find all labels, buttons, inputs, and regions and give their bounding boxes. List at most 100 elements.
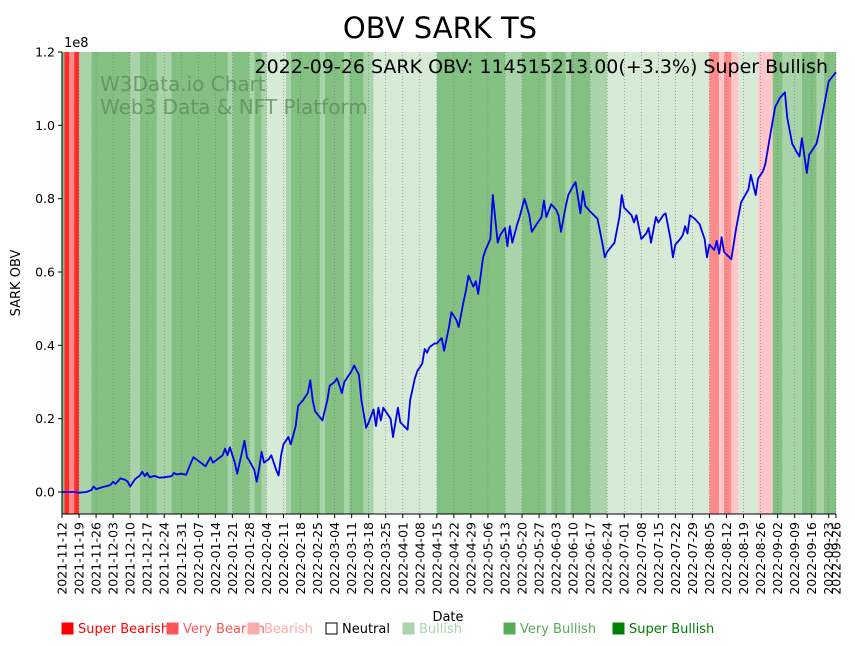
x-tick-label: 2022-04-08 bbox=[412, 522, 427, 595]
x-tick-labels: 2021-11-12 2021-11-19 2021-11-26 2021-12-03… bbox=[55, 514, 844, 595]
y-tick-label: 1.2 bbox=[35, 45, 55, 60]
band-bullish bbox=[816, 52, 824, 514]
band-bullish bbox=[320, 52, 325, 514]
band-very_bearish bbox=[709, 52, 720, 514]
band-very_bullish bbox=[570, 52, 591, 514]
band-very_bullish bbox=[62, 52, 65, 514]
band-very_bullish bbox=[290, 52, 320, 514]
band-bearish bbox=[731, 52, 739, 514]
x-tick-label: 2021-11-12 bbox=[55, 522, 70, 595]
legend-label: Super Bearish bbox=[78, 622, 169, 637]
band-super_bearish bbox=[74, 52, 80, 514]
x-tick-label: 2022-09-16 bbox=[804, 522, 819, 595]
x-tick-label: 2021-12-03 bbox=[106, 522, 121, 595]
legend-label: Bearish bbox=[264, 622, 313, 637]
band-neutral bbox=[738, 52, 759, 514]
watermark-line-1: W3Data.io Chart bbox=[100, 72, 266, 96]
band-bearish bbox=[719, 52, 725, 514]
x-tick-label: 2022-08-26 bbox=[753, 522, 768, 595]
x-tick-label: 2022-07-22 bbox=[668, 522, 683, 595]
legend-item: Neutral bbox=[325, 622, 390, 637]
x-tick-label: 2022-07-08 bbox=[634, 522, 649, 595]
x-tick-label: 2021-12-17 bbox=[140, 522, 155, 595]
legend-swatch bbox=[402, 622, 415, 635]
legend-label: Very Bullish bbox=[520, 622, 596, 637]
legend-label: Super Bullish bbox=[629, 622, 714, 637]
legend-item: Bearish bbox=[247, 622, 313, 637]
legend: Super Bearish Very Bearish Bearish Neutral B… bbox=[61, 622, 714, 637]
y-tick-label: 1.0 bbox=[35, 118, 55, 133]
band-bullish bbox=[565, 52, 571, 514]
latest-value-annotation: 2022-09-26 SARK OBV: 114515213.00(+3.3%)… bbox=[255, 56, 829, 78]
x-tick-label: 2022-01-14 bbox=[208, 522, 223, 595]
legend-label: Bullish bbox=[419, 622, 462, 637]
band-very_bullish bbox=[254, 52, 262, 514]
x-tick-label: 2022-03-04 bbox=[327, 522, 342, 595]
obv-line bbox=[62, 71, 837, 494]
band-bullish bbox=[504, 52, 523, 514]
x-tick-label: 2022-05-20 bbox=[515, 522, 530, 595]
x-tick-label: 2022-03-18 bbox=[361, 522, 376, 595]
x-tick-label: 2022-07-15 bbox=[651, 522, 666, 595]
band-very_bearish bbox=[69, 52, 75, 514]
x-tick-label: 2022-08-19 bbox=[736, 522, 751, 595]
legend-swatch bbox=[247, 622, 260, 635]
band-bullish bbox=[227, 52, 233, 514]
band-very_bullish bbox=[171, 52, 228, 514]
x-tick-label: 2022-02-18 bbox=[293, 522, 308, 595]
x-axis-label: Date bbox=[432, 610, 463, 625]
band-bullish bbox=[546, 52, 552, 514]
band-neutral bbox=[266, 52, 286, 514]
x-tick-label: 2021-12-10 bbox=[123, 522, 138, 595]
band-bullish bbox=[590, 52, 608, 514]
signal-bands bbox=[62, 52, 836, 514]
y-tick-labels: 0.0 0.2 0.4 0.6 0.8 1.0 1.2 bbox=[35, 45, 62, 500]
x-tick-label: 2022-02-04 bbox=[259, 522, 274, 595]
band-very_bullish bbox=[823, 52, 836, 514]
x-tick-label: 2022-09-26 bbox=[829, 522, 844, 595]
band-very_bullish bbox=[349, 52, 364, 514]
legend-item: Super Bullish bbox=[612, 622, 714, 637]
x-tick-label: 2022-04-01 bbox=[395, 522, 410, 595]
x-tick-label: 2022-09-09 bbox=[787, 522, 802, 595]
band-neutral bbox=[373, 52, 437, 514]
x-tick-label: 2022-06-24 bbox=[600, 522, 615, 595]
legend-item: Very Bullish bbox=[503, 622, 596, 637]
y-axis-label: SARK OBV bbox=[9, 250, 24, 317]
axes bbox=[61, 52, 836, 515]
band-very_bullish bbox=[522, 52, 547, 514]
band-bearish bbox=[758, 52, 773, 514]
x-tick-label: 2022-04-15 bbox=[429, 522, 444, 595]
x-tick-label: 2021-12-31 bbox=[174, 522, 189, 595]
band-bullish bbox=[130, 52, 140, 514]
x-tick-label: 2022-04-22 bbox=[446, 522, 461, 595]
band-bullish bbox=[261, 52, 267, 514]
y-tick-label: 0.0 bbox=[35, 485, 55, 500]
x-tick-label: 2022-01-28 bbox=[242, 522, 257, 595]
legend-swatch bbox=[503, 622, 516, 635]
legend-swatch bbox=[612, 622, 625, 635]
band-super_bearish bbox=[64, 52, 70, 514]
x-tick-label: 2022-06-17 bbox=[583, 522, 598, 595]
x-tick-label: 2022-07-01 bbox=[617, 522, 632, 595]
x-tick-label: 2021-11-26 bbox=[89, 522, 104, 595]
chart-title: OBV SARK TS bbox=[343, 11, 537, 45]
x-tick-label: 2022-09-02 bbox=[770, 522, 785, 595]
x-tick-label: 2022-05-27 bbox=[532, 522, 547, 595]
x-tick-label: 2022-01-21 bbox=[225, 522, 240, 595]
band-bullish bbox=[285, 52, 291, 514]
x-tick-label: 2022-02-11 bbox=[276, 522, 291, 595]
band-bullish bbox=[79, 52, 92, 514]
watermark-line-2: Web3 Data & NFT Platform bbox=[100, 95, 368, 119]
x-tick-label: 2022-01-07 bbox=[191, 522, 206, 595]
y-tick-label: 0.8 bbox=[35, 191, 55, 206]
x-tick-label: 2022-03-25 bbox=[378, 522, 393, 595]
legend-swatch bbox=[166, 622, 179, 635]
band-very_bullish bbox=[801, 52, 817, 514]
band-very_bullish bbox=[139, 52, 157, 514]
band-very_bullish bbox=[232, 52, 250, 514]
y-multiplier-label: 1e8 bbox=[64, 36, 89, 51]
band-bullish bbox=[344, 52, 350, 514]
x-tick-label: 2022-08-05 bbox=[702, 522, 717, 595]
band-very_bullish bbox=[91, 52, 131, 514]
